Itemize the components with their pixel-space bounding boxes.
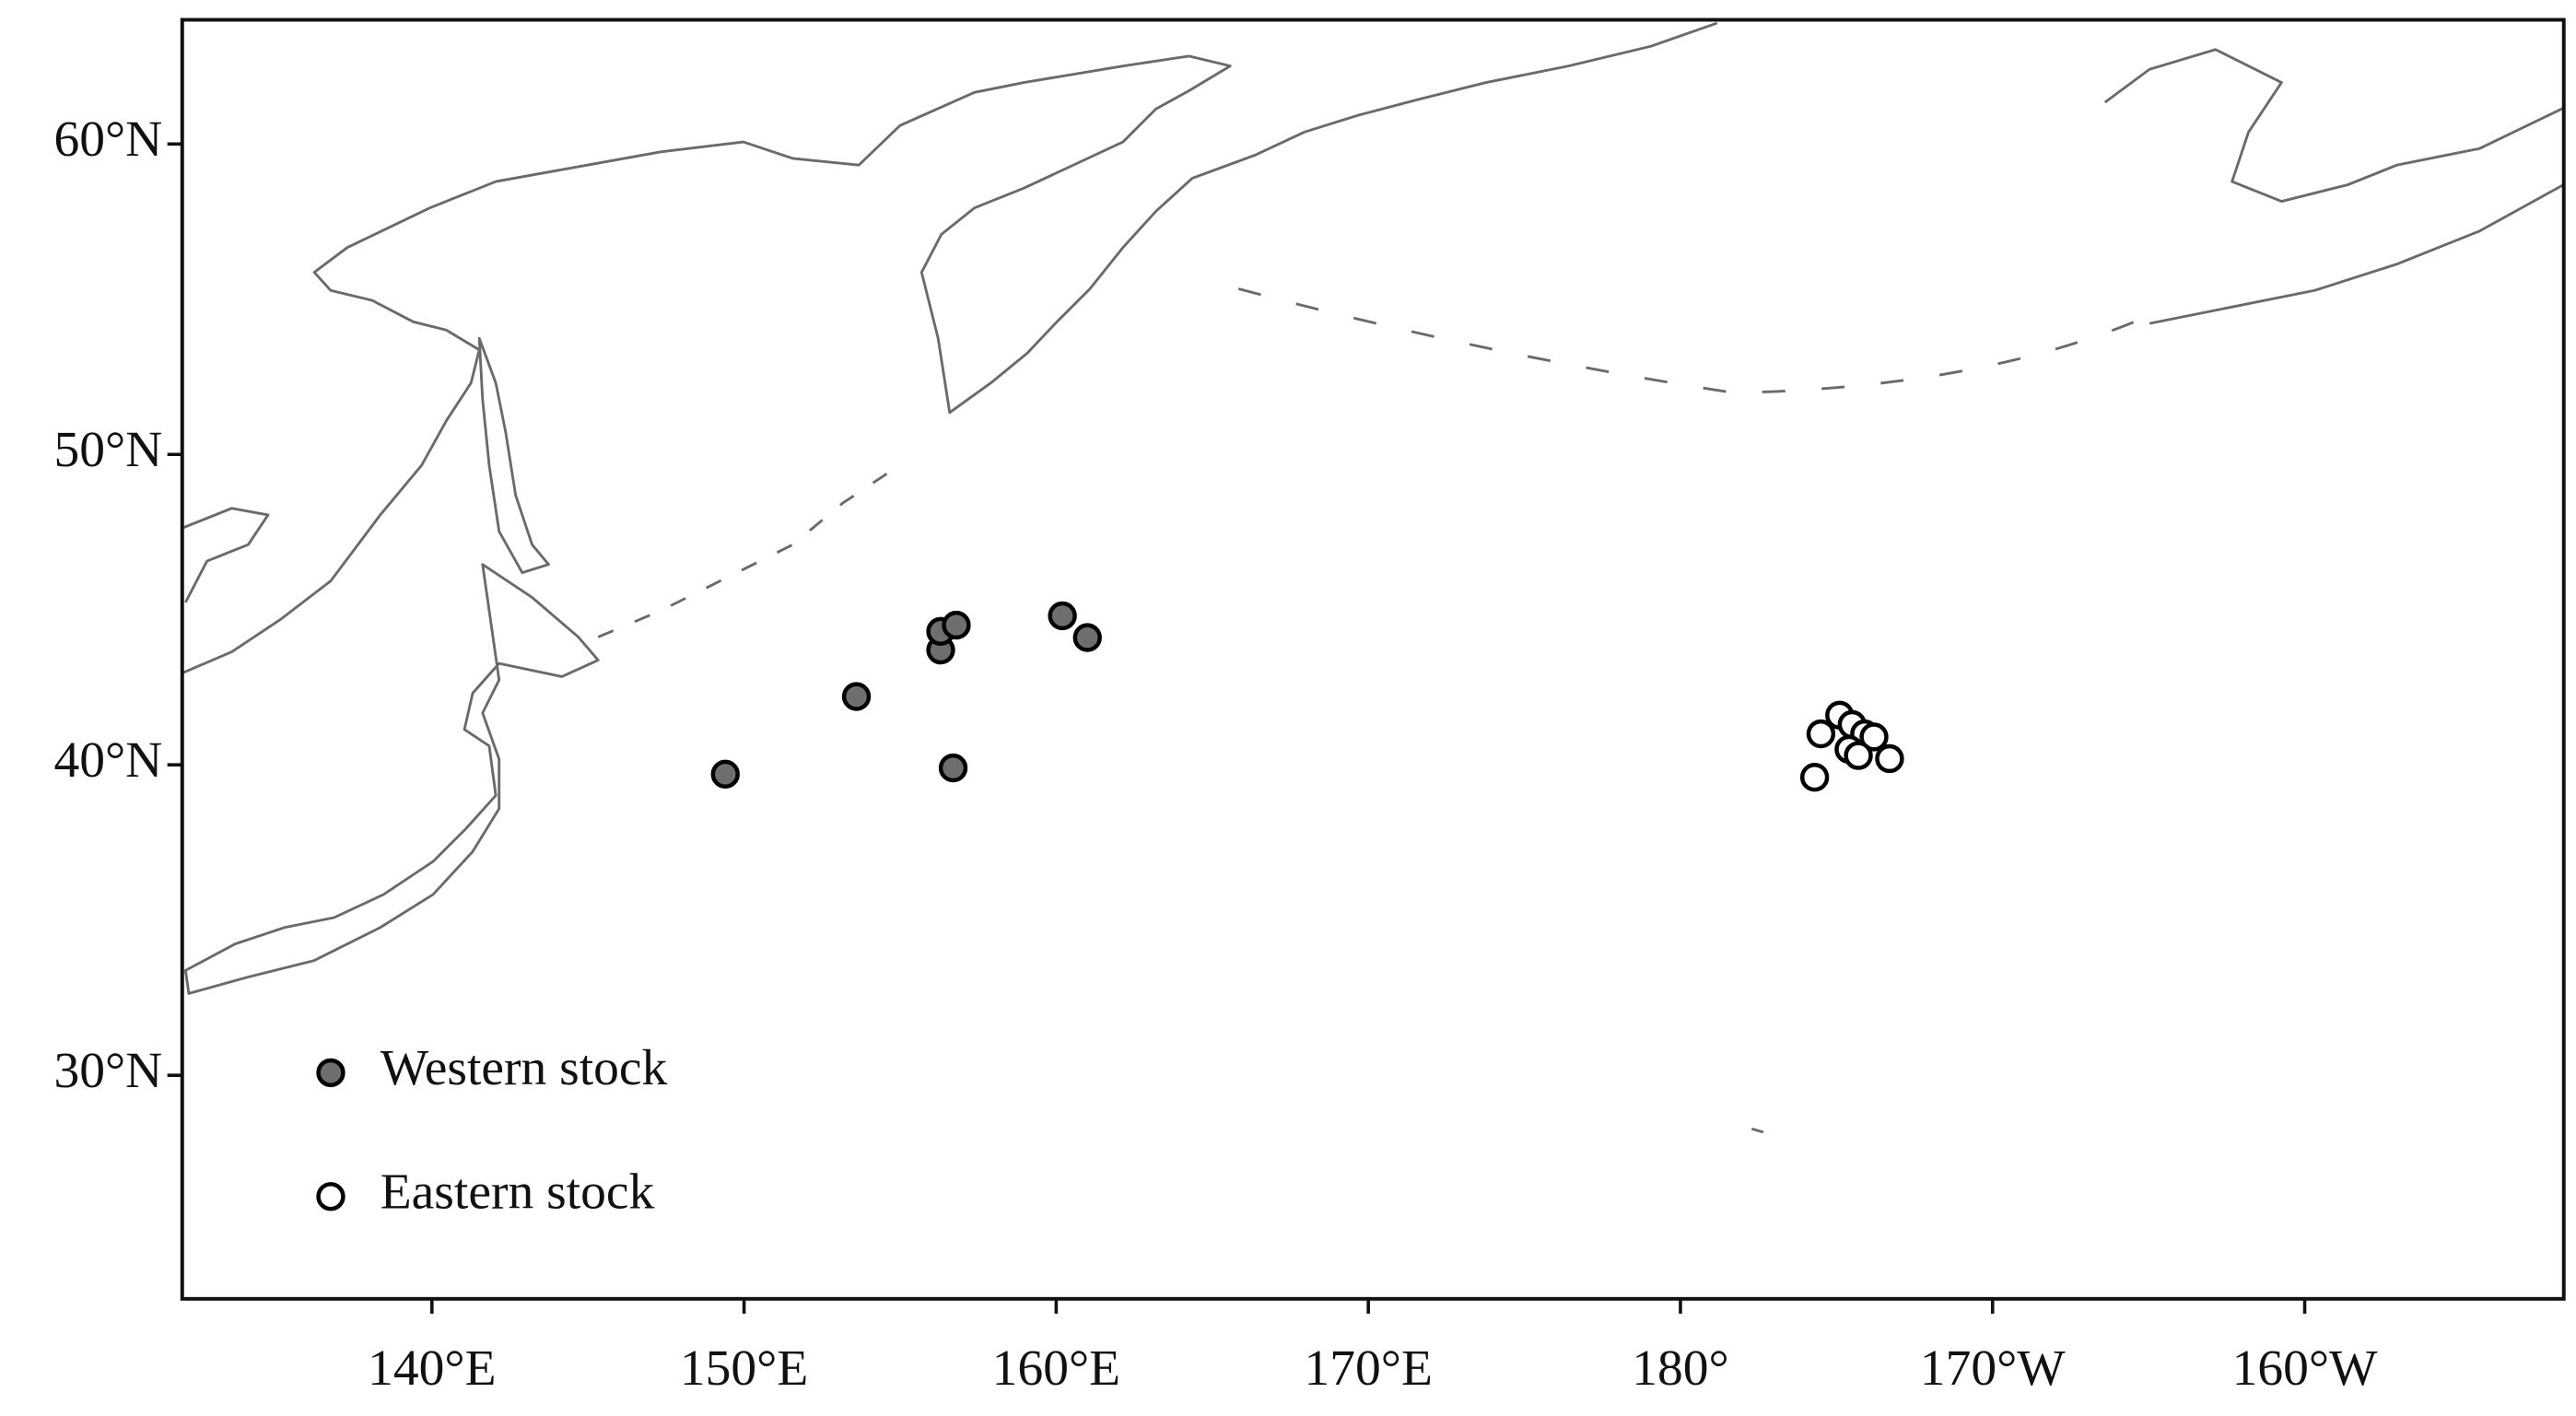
y-tick-label: 30°N <box>53 1043 162 1099</box>
aleutian-islands <box>1237 287 2148 394</box>
x-tick-label: 180° <box>1632 1340 1728 1397</box>
kuril-islands <box>597 469 893 638</box>
japan <box>183 563 600 995</box>
point <box>1799 763 1830 792</box>
point <box>1859 722 1889 752</box>
coastlines <box>181 21 2564 1134</box>
x-tick-label: 160°E <box>992 1340 1120 1397</box>
x-tick-label: 160°W <box>2232 1340 2378 1397</box>
point <box>942 610 971 640</box>
sakhalin <box>477 336 550 575</box>
alaska-peninsula <box>2149 182 2564 325</box>
legend-label: Eastern stock <box>381 1164 655 1220</box>
point <box>710 759 740 790</box>
point <box>1844 741 1873 770</box>
point <box>1806 719 1836 749</box>
okhotsk-west <box>181 507 270 603</box>
y-tick-label: 50°N <box>53 422 162 478</box>
point <box>1875 743 1904 774</box>
point <box>938 753 968 783</box>
x-tick-label: 170°W <box>1920 1340 2066 1397</box>
x-tick-label: 170°E <box>1304 1340 1432 1397</box>
point <box>1072 623 1102 652</box>
legend-marker <box>316 1182 345 1211</box>
x-tick-label: 150°E <box>680 1340 808 1397</box>
point <box>1048 601 1077 631</box>
frame <box>180 18 2566 1301</box>
hawaii-islet <box>1751 1127 1764 1134</box>
y-tick-label: 60°N <box>53 111 162 168</box>
legend-label: Western stock <box>381 1040 668 1096</box>
alaska <box>2103 48 2564 203</box>
asia-coast <box>181 21 1718 675</box>
point <box>841 682 872 711</box>
x-tick-label: 140°E <box>368 1340 496 1397</box>
y-tick-label: 40°N <box>53 732 162 789</box>
legend-marker <box>316 1058 345 1088</box>
